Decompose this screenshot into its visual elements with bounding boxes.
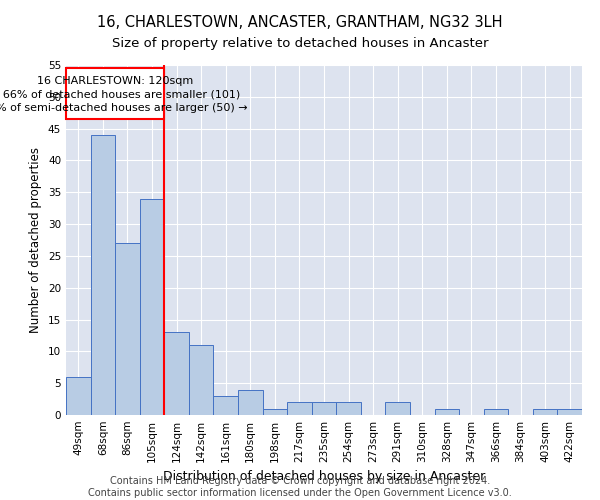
Text: Size of property relative to detached houses in Ancaster: Size of property relative to detached ho… (112, 38, 488, 51)
Bar (91, 135, 115, 415)
X-axis label: Distribution of detached houses by size in Ancaster: Distribution of detached houses by size … (163, 470, 485, 484)
Bar (164, 332, 189, 415)
Text: 16 CHARLESTOWN: 120sqm: 16 CHARLESTOWN: 120sqm (37, 76, 193, 86)
Bar (238, 390, 263, 415)
Bar (484, 408, 508, 415)
Bar (287, 402, 312, 415)
Bar (533, 408, 557, 415)
Bar (189, 345, 214, 415)
Bar (115, 243, 140, 415)
Bar (312, 402, 336, 415)
Text: 16, CHARLESTOWN, ANCASTER, GRANTHAM, NG32 3LH: 16, CHARLESTOWN, ANCASTER, GRANTHAM, NG3… (97, 15, 503, 30)
Bar (434, 408, 459, 415)
Bar (557, 408, 582, 415)
FancyBboxPatch shape (66, 68, 164, 119)
Bar (336, 402, 361, 415)
Y-axis label: Number of detached properties: Number of detached properties (29, 147, 43, 333)
Bar (66, 377, 91, 415)
Bar (385, 402, 410, 415)
Text: ← 66% of detached houses are smaller (101): ← 66% of detached houses are smaller (10… (0, 89, 240, 99)
Bar (214, 396, 238, 415)
Bar (140, 198, 164, 415)
Bar (263, 408, 287, 415)
Text: 33% of semi-detached houses are larger (50) →: 33% of semi-detached houses are larger (… (0, 102, 248, 113)
Text: Contains HM Land Registry data © Crown copyright and database right 2024.
Contai: Contains HM Land Registry data © Crown c… (88, 476, 512, 498)
